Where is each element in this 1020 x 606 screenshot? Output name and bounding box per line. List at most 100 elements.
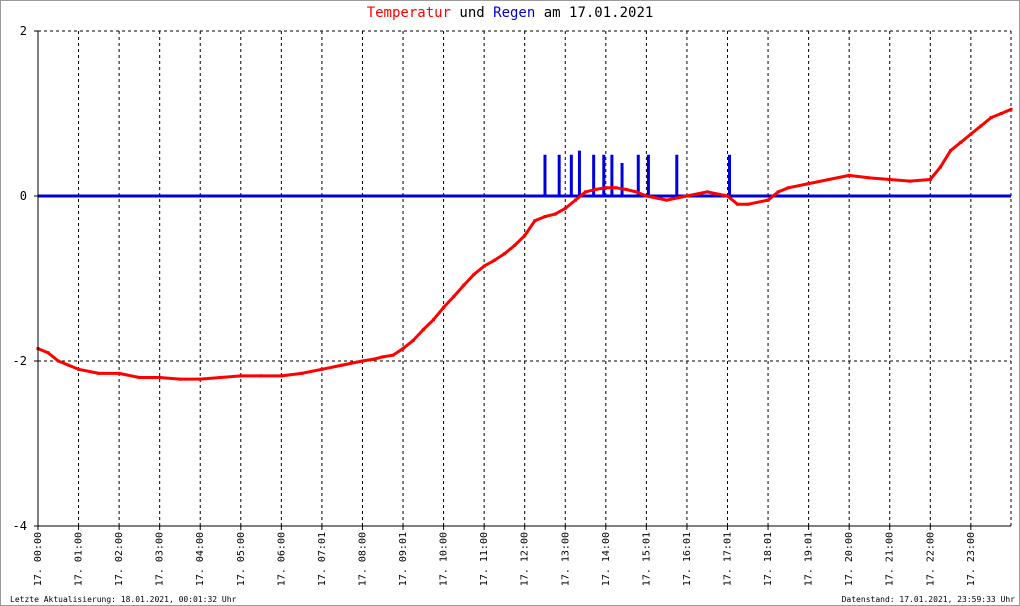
temperature-point	[888, 178, 892, 181]
temperature-point	[360, 359, 364, 363]
temperature-point	[847, 173, 851, 177]
x-tick-label: 17. 11:00	[479, 532, 490, 586]
temperature-point	[604, 186, 608, 190]
temperature-point	[381, 355, 385, 359]
temperature-point	[644, 194, 648, 198]
temperature-point	[320, 367, 324, 371]
temperature-point	[300, 371, 304, 375]
axes	[34, 30, 1011, 530]
temperature-point	[776, 190, 780, 194]
temperature-point	[97, 371, 101, 375]
x-tick-label: 17. 13:00	[560, 532, 571, 586]
temperature-point	[431, 318, 435, 322]
temperature-point	[705, 190, 709, 194]
temperature-point	[66, 363, 70, 367]
y-tick-label: 2	[20, 24, 27, 38]
tick-labels: 17. 00:00 17. 01:00 17. 02:00 17. 03:00 17. …	[13, 24, 977, 586]
temperature-point	[472, 272, 476, 276]
data-status-text: Datenstand: 17.01.2021, 23:59:33 Uhr	[841, 595, 1015, 604]
temperature-point	[543, 215, 547, 219]
x-tick-label: 17. 08:00	[357, 532, 368, 586]
temperature-point	[178, 377, 182, 381]
temperature-series	[36, 107, 1013, 381]
x-tick-label: 17. 19:01	[804, 532, 815, 586]
temperature-point	[685, 194, 689, 198]
temperature-point	[1009, 107, 1013, 111]
temperature-point	[807, 182, 811, 186]
temperature-point	[584, 190, 588, 194]
temperature-point	[56, 359, 60, 363]
x-tick-label: 17. 07:01	[317, 532, 328, 586]
x-tick-label: 17. 10:00	[439, 532, 450, 586]
temperature-point	[867, 176, 871, 180]
y-tick-label: 0	[20, 189, 27, 203]
temperature-point	[401, 347, 405, 351]
temperature-point	[736, 202, 740, 206]
temperature-point	[482, 264, 486, 268]
temperature-point	[158, 376, 162, 379]
x-tick-label: 17. 21:00	[885, 532, 896, 586]
temperature-point	[959, 140, 963, 144]
temperature-point	[391, 353, 395, 357]
temperature-point	[594, 187, 598, 191]
temperature-point	[999, 112, 1003, 115]
temperature-point	[421, 328, 425, 332]
x-tick-label: 17. 09:01	[398, 532, 409, 586]
x-tick-label: 17. 22:00	[925, 532, 936, 586]
temperature-point	[665, 198, 669, 202]
temperature-point	[492, 258, 496, 262]
temperature-point	[371, 357, 375, 361]
temperature-point	[411, 338, 415, 342]
title-regen: Regen	[493, 5, 536, 21]
temperature-point	[533, 219, 537, 223]
temperature-point	[928, 178, 932, 181]
x-tick-label: 17. 05:00	[236, 532, 247, 586]
temperature-point	[219, 376, 223, 379]
temperature-point	[117, 371, 121, 375]
temperature-point	[198, 377, 202, 381]
temperature-point	[969, 132, 973, 136]
temperature-point	[46, 351, 50, 355]
title-date: am 17.01.2021	[535, 5, 654, 21]
temperature-point	[259, 374, 263, 378]
temperature-point	[786, 186, 790, 190]
temperature-point	[279, 374, 283, 378]
x-tick-label: 17. 16:01	[682, 532, 693, 586]
temperature-point	[563, 206, 567, 210]
x-tick-label: 17. 00:00	[33, 532, 44, 586]
x-tick-label: 17. 18:01	[763, 532, 774, 586]
temperature-point	[573, 198, 577, 202]
rain-series	[543, 150, 732, 196]
temperature-point	[949, 149, 953, 153]
temperature-point	[502, 252, 506, 256]
x-tick-label: 17. 01:00	[74, 532, 85, 586]
last-update-text: Letzte Aktualisierung: 18.01.2021, 00:01…	[10, 595, 237, 604]
x-tick-label: 17. 17:01	[722, 532, 733, 586]
temperature-point	[452, 295, 456, 299]
grid	[38, 30, 1012, 526]
temperature-point	[553, 212, 557, 216]
temperature-point	[624, 187, 628, 191]
x-tick-label: 17. 14:00	[601, 532, 612, 586]
x-tick-label: 17. 12:00	[520, 532, 531, 586]
temperature-point	[523, 234, 527, 238]
temperature-point	[77, 367, 81, 371]
temperature-point	[340, 363, 344, 367]
temperature-point	[614, 186, 618, 190]
x-tick-label: 17. 23:00	[966, 532, 977, 586]
x-tick-label: 17. 15:01	[641, 532, 652, 586]
temperature-point	[827, 178, 831, 181]
x-tick-label: 17. 06:00	[276, 532, 287, 586]
x-tick-label: 17. 04:00	[195, 532, 206, 586]
y-tick-label: -4	[13, 519, 27, 533]
chart-title: Temperatur und Regen am 17.01.2021	[1, 5, 1019, 21]
temperature-point	[137, 376, 141, 379]
temperature-point	[725, 194, 729, 198]
temperature-point	[989, 116, 993, 120]
temperature-point	[766, 198, 770, 202]
temperature-point	[239, 374, 243, 378]
y-tick-label: -2	[13, 354, 27, 368]
temperature-point	[908, 179, 912, 183]
